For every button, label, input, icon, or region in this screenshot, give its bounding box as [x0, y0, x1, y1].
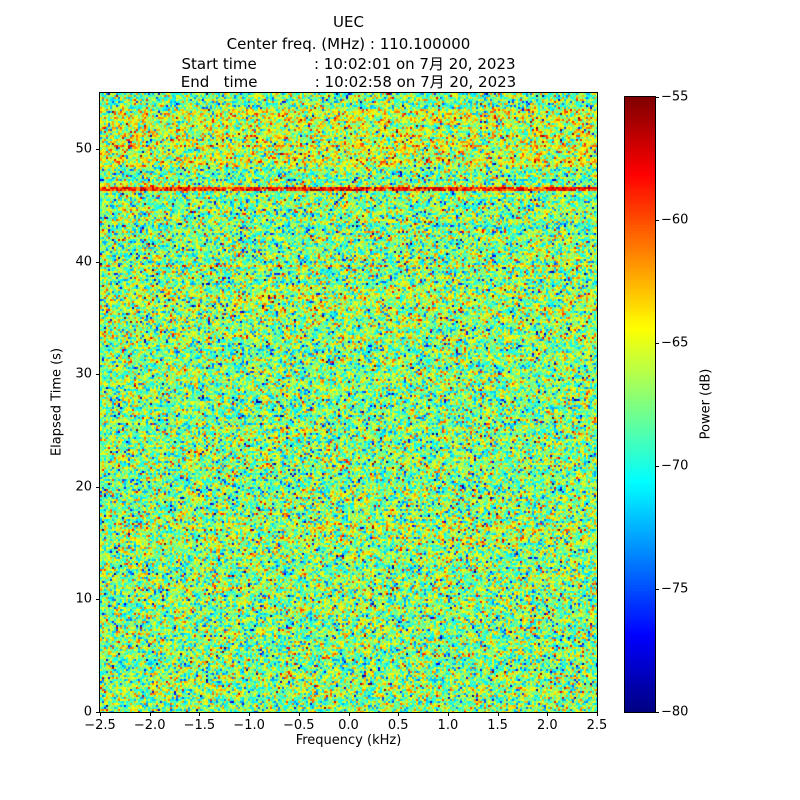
colorbar-tick-label: −80: [661, 704, 689, 720]
x-tick-label: 0.0: [338, 718, 359, 733]
y-tick-mark: [96, 374, 100, 376]
chart-subtitle-start-time: Start time : 10:02:01 on 7月 20, 2023: [181, 55, 516, 73]
x-tick-label: 2.5: [586, 718, 608, 733]
y-tick-label: 30: [75, 366, 92, 382]
colorbar-tick-label: −60: [661, 212, 689, 228]
colorbar-tick-label: −55: [661, 89, 689, 105]
chart-subtitle-end-time: End time : 10:02:58 on 7月 20, 2023: [180, 73, 517, 91]
x-tick-mark: [398, 712, 400, 716]
x-tick-mark: [547, 712, 549, 716]
x-axis-label: Frequency (kHz): [295, 733, 402, 748]
y-tick-mark: [96, 712, 100, 713]
x-tick-mark: [100, 712, 101, 716]
x-tick-label: 0.5: [387, 718, 409, 733]
x-tick-mark: [199, 712, 201, 716]
colorbar-tick-mark: [655, 466, 659, 467]
y-tick-label: 0: [83, 704, 92, 720]
x-tick-label: −2.0: [133, 718, 166, 733]
x-tick-label: 1.0: [437, 718, 459, 733]
x-tick-label: 1.5: [487, 718, 508, 733]
y-tick-mark: [96, 261, 100, 263]
y-tick-mark: [96, 486, 100, 488]
colorbar: [624, 96, 656, 713]
colorbar-tick-mark: [655, 97, 659, 98]
x-tick-mark: [447, 712, 449, 716]
y-tick-mark: [96, 149, 100, 151]
colorbar-tick-label: −70: [661, 458, 689, 474]
spectrogram-canvas: [100, 93, 597, 712]
chart-subtitle-center-freq: Center freq. (MHz) : 110.100000: [226, 35, 471, 53]
y-tick-label: 40: [75, 254, 92, 270]
y-tick-mark: [96, 599, 100, 601]
x-tick-label: −2.5: [84, 718, 116, 733]
colorbar-tick-mark: [655, 589, 659, 590]
y-tick-label: 50: [75, 141, 92, 157]
colorbar-tick-label: −75: [661, 581, 689, 597]
chart-title: UEC: [333, 13, 364, 31]
y-tick-label: 20: [75, 479, 92, 495]
colorbar-tick-mark: [655, 343, 659, 344]
spectrogram-plot: [99, 92, 598, 713]
x-tick-label: −1.0: [233, 718, 265, 733]
y-axis-label: Elapsed Time (s): [49, 347, 65, 457]
x-tick-mark: [298, 712, 300, 716]
colorbar-tick-mark: [655, 220, 659, 221]
x-tick-mark: [597, 712, 598, 716]
x-tick-label: −0.5: [283, 718, 315, 733]
x-tick-mark: [348, 712, 350, 716]
x-tick-mark: [149, 712, 151, 716]
x-tick-mark: [497, 712, 499, 716]
x-tick-label: 2.0: [536, 718, 558, 733]
x-tick-mark: [249, 712, 251, 716]
colorbar-tick-label: −65: [661, 335, 689, 351]
x-tick-label: −1.5: [183, 718, 216, 733]
colorbar-canvas: [625, 97, 655, 712]
colorbar-tick-mark: [655, 712, 659, 713]
y-tick-label: 10: [75, 591, 92, 607]
colorbar-label: Power (dB): [698, 368, 714, 440]
